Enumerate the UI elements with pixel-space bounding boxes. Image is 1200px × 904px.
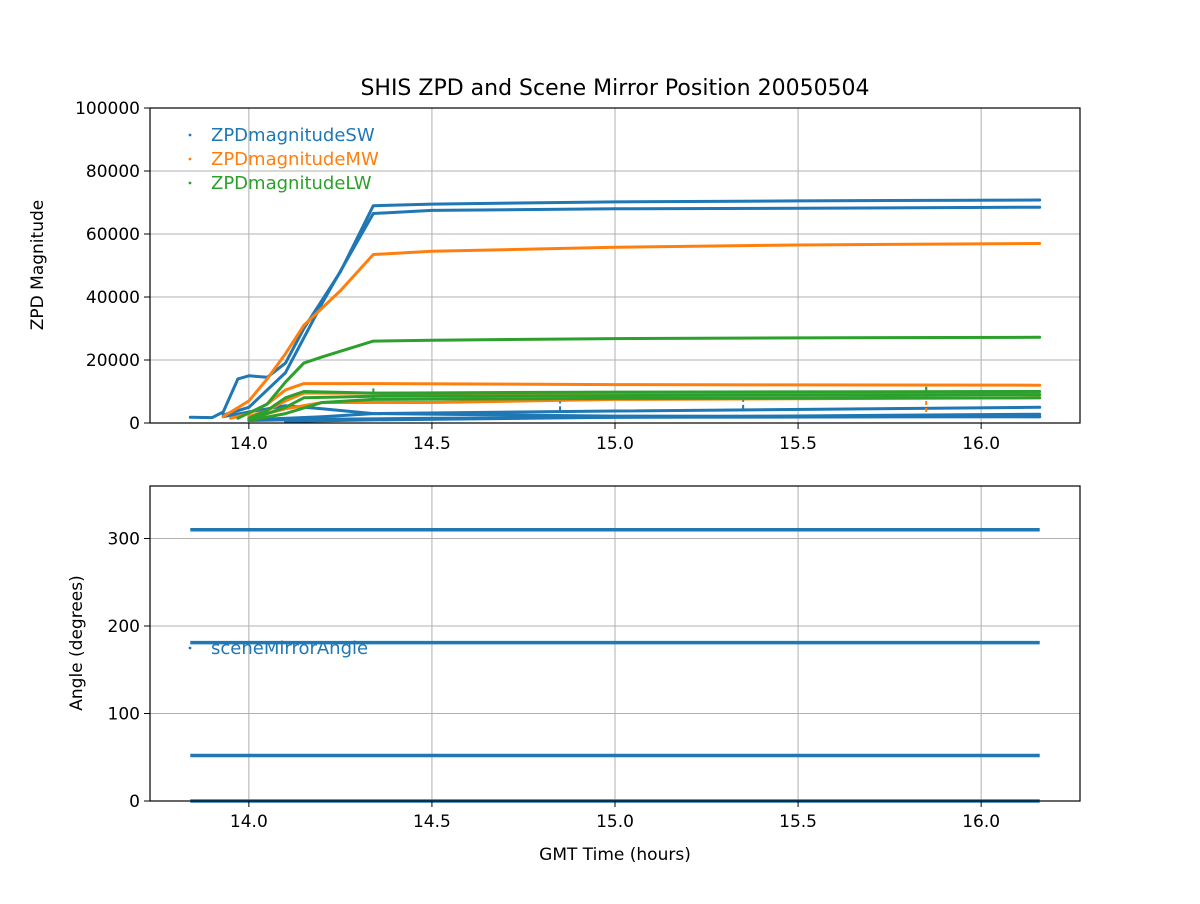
y-tick-label: 0	[129, 792, 140, 812]
data-trace	[221, 242, 1042, 419]
bottom-x-axis-label: GMT Time (hours)	[539, 845, 691, 865]
legend-label: sceneMirrorAngle	[211, 638, 368, 659]
x-tick-label: 16.0	[962, 434, 1000, 454]
legend-label: ZPDmagnitudeLW	[211, 173, 372, 194]
bottom-y-axis-label: Angle (degrees)	[67, 575, 87, 710]
legend-label: ZPDmagnitudeMW	[211, 149, 379, 170]
x-tick-label: 14.5	[413, 812, 451, 832]
x-tick-label: 15.0	[596, 812, 634, 832]
x-tick-label: 15.5	[779, 434, 817, 454]
data-trace	[236, 335, 1042, 420]
data-trace	[247, 393, 1042, 422]
x-tick-label: 16.0	[962, 812, 1000, 832]
subplot-zpd-magnitude: 14.0 14.5 15.0 15.5 16.0 0 20000 40000 60000 8000…	[75, 99, 1081, 454]
y-tick-label: 20000	[86, 351, 140, 371]
y-tick-label: 80000	[86, 162, 140, 182]
data-trace	[247, 405, 1042, 422]
plots-layer: 14.0 14.5 15.0 15.5 16.0 0 20000 40000 60000 8000…	[75, 99, 1081, 832]
data-trace	[221, 205, 1042, 417]
data-trace	[247, 396, 1042, 422]
y-tick-label: 0	[129, 414, 140, 434]
top-y-axis-label: ZPD Magnitude	[28, 200, 48, 330]
x-tick-label: 15.5	[779, 812, 817, 832]
data-trace	[247, 390, 1042, 420]
data-trace	[284, 412, 1042, 423]
y-tick-label: 300	[108, 530, 140, 550]
legend-marker	[188, 133, 192, 137]
y-tick-label: 200	[108, 617, 140, 637]
legend-marker	[188, 181, 192, 185]
legend-marker	[188, 157, 192, 161]
y-tick-label: 60000	[86, 225, 140, 245]
y-tick-label: 100000	[75, 99, 140, 119]
x-tick-label: 15.0	[596, 434, 634, 454]
chart-title: SHIS ZPD and Scene Mirror Position 20050…	[360, 76, 869, 101]
y-tick-label: 40000	[86, 288, 140, 308]
legend-label: ZPDmagnitudeSW	[211, 125, 375, 146]
x-tick-label: 14.5	[413, 434, 451, 454]
y-tick-label: 100	[108, 705, 140, 725]
legend-marker	[188, 646, 192, 650]
x-tick-label: 14.0	[230, 812, 268, 832]
data-trace	[188, 198, 1042, 420]
x-tick-label: 14.0	[230, 434, 268, 454]
subplot-mirror-angle: 14.0 14.5 15.0 15.5 16.0 0 100 200 300 sceneMirro…	[108, 485, 1081, 832]
